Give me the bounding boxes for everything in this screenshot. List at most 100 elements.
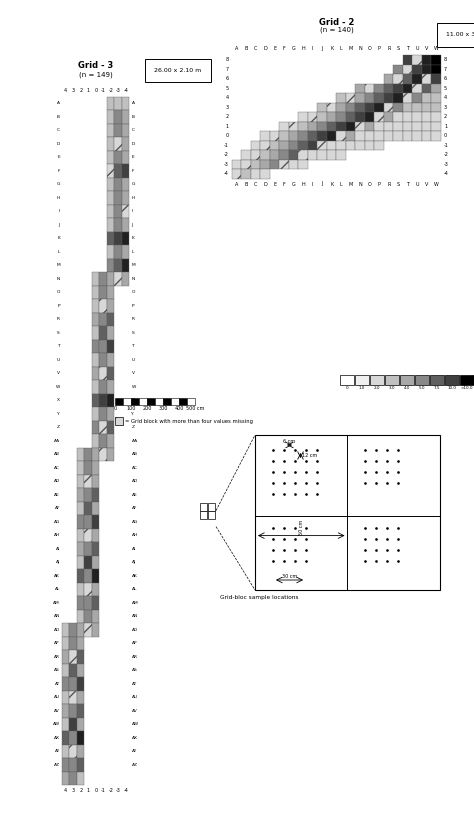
- Bar: [107, 205, 114, 218]
- Bar: [445, 375, 459, 385]
- Text: H: H: [131, 196, 135, 200]
- Text: AC: AC: [54, 465, 60, 469]
- Bar: [365, 94, 374, 103]
- Bar: [115, 259, 122, 272]
- Bar: [122, 110, 129, 124]
- Text: U: U: [131, 358, 135, 362]
- Bar: [422, 122, 431, 131]
- Bar: [107, 408, 114, 421]
- Text: 2: 2: [226, 114, 229, 119]
- Bar: [84, 529, 91, 542]
- Bar: [356, 122, 365, 131]
- Bar: [77, 502, 84, 515]
- Bar: [289, 160, 298, 169]
- Bar: [384, 84, 393, 93]
- Bar: [139, 398, 147, 405]
- Text: G: G: [56, 183, 60, 187]
- Text: N: N: [358, 182, 362, 187]
- Text: -1: -1: [224, 143, 229, 148]
- Bar: [122, 178, 129, 191]
- Bar: [115, 97, 122, 110]
- Bar: [393, 65, 402, 74]
- Bar: [400, 375, 414, 385]
- Text: AX: AX: [54, 736, 60, 740]
- Bar: [393, 74, 402, 83]
- Bar: [171, 398, 179, 405]
- Bar: [318, 112, 327, 121]
- Text: S: S: [397, 46, 400, 51]
- Text: K: K: [131, 236, 134, 240]
- Text: 10.0: 10.0: [447, 386, 456, 390]
- Bar: [308, 141, 317, 150]
- Bar: [107, 232, 114, 245]
- Bar: [403, 55, 412, 64]
- Text: T: T: [406, 46, 409, 51]
- Text: AV: AV: [54, 709, 60, 713]
- Bar: [280, 151, 289, 160]
- Bar: [62, 691, 69, 704]
- Text: 2: 2: [79, 788, 82, 793]
- Bar: [422, 112, 431, 121]
- Bar: [100, 434, 107, 447]
- Bar: [393, 103, 402, 112]
- Bar: [299, 122, 308, 131]
- Bar: [337, 94, 346, 103]
- Text: -4: -4: [123, 788, 128, 793]
- Text: F: F: [131, 169, 134, 173]
- Bar: [62, 664, 69, 677]
- Bar: [107, 448, 114, 461]
- Text: X: X: [131, 399, 135, 403]
- Text: 5: 5: [444, 86, 447, 90]
- Bar: [374, 122, 383, 131]
- Bar: [163, 398, 171, 405]
- Text: J: J: [59, 222, 60, 227]
- Text: -1: -1: [101, 788, 106, 793]
- Bar: [346, 94, 355, 103]
- Bar: [289, 141, 298, 150]
- Text: S: S: [131, 331, 134, 335]
- Text: 8: 8: [444, 57, 447, 62]
- Bar: [77, 691, 84, 704]
- Text: V: V: [131, 372, 135, 375]
- Text: W: W: [434, 46, 439, 51]
- Bar: [100, 448, 107, 461]
- Text: V: V: [425, 46, 428, 51]
- Bar: [356, 141, 365, 150]
- Bar: [92, 421, 99, 434]
- Bar: [374, 112, 383, 121]
- Text: AT: AT: [131, 682, 137, 685]
- Text: 3: 3: [444, 105, 447, 110]
- Text: 0: 0: [94, 89, 97, 94]
- Text: H: H: [301, 46, 305, 51]
- Bar: [403, 103, 412, 112]
- Text: P: P: [57, 304, 60, 308]
- Bar: [422, 55, 431, 64]
- Text: 300: 300: [158, 406, 168, 411]
- Bar: [62, 772, 69, 785]
- Text: D: D: [264, 182, 267, 187]
- Bar: [308, 151, 317, 160]
- Text: A: A: [235, 46, 238, 51]
- Text: AC: AC: [131, 465, 137, 469]
- Bar: [299, 160, 308, 169]
- Text: AY: AY: [55, 749, 60, 753]
- Bar: [77, 570, 84, 583]
- Bar: [77, 623, 84, 637]
- Text: T: T: [131, 344, 134, 348]
- Bar: [356, 112, 365, 121]
- Text: AJ: AJ: [131, 560, 136, 564]
- Text: AU: AU: [54, 695, 60, 699]
- Bar: [280, 160, 289, 169]
- Text: AB: AB: [54, 452, 60, 456]
- Bar: [374, 84, 383, 93]
- Bar: [232, 160, 241, 169]
- Bar: [77, 637, 84, 650]
- Text: AA: AA: [54, 438, 60, 443]
- Text: Z: Z: [131, 425, 135, 430]
- Bar: [100, 381, 107, 394]
- Bar: [422, 65, 431, 74]
- Bar: [430, 375, 444, 385]
- Bar: [131, 398, 139, 405]
- Text: D: D: [131, 142, 135, 146]
- Text: AH: AH: [131, 533, 138, 537]
